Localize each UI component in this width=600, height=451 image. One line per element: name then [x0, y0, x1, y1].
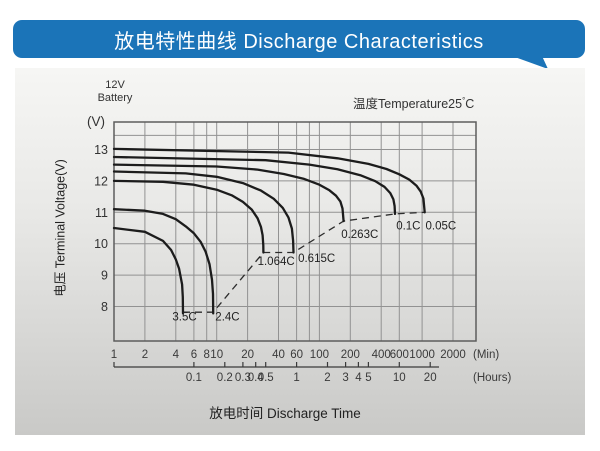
- battery-type-label: 12V Battery: [89, 79, 141, 105]
- hour-tick-label: 3: [342, 372, 348, 384]
- degree-symbol: °: [462, 95, 466, 105]
- hour-tick-label: 2: [324, 372, 330, 384]
- x-tick-label-min: 2: [142, 349, 148, 361]
- battery-type-line1: 12V: [105, 79, 125, 91]
- chart-panel: 12V Battery 温度Temperature25°C (V) 电压 Ter…: [15, 68, 585, 435]
- hour-tick-label: 0.3: [235, 372, 251, 384]
- x-tick-label-min: 8: [203, 349, 209, 361]
- x-tick-label-min: 20: [241, 349, 254, 361]
- discharge-curve-0.263C: [112, 163, 345, 223]
- x-tick-label-min: 100: [310, 349, 329, 361]
- x-tick-label-min: 6: [191, 349, 197, 361]
- x-tick-label-min: 1: [111, 349, 117, 361]
- curve-label-0.05C: 0.05C: [426, 221, 457, 233]
- y-tick-label: 9: [101, 269, 108, 283]
- hours-unit-label: (Hours): [473, 372, 512, 384]
- x-tick-label-min: 2000: [440, 349, 466, 361]
- page-title: 放电特性曲线 Discharge Characteristics: [114, 30, 484, 53]
- curve-label-0.263C: 0.263C: [341, 229, 378, 241]
- banner-tail: [512, 56, 548, 69]
- curve-label-0.615C: 0.615C: [298, 253, 335, 265]
- header-banner: 放电特性曲线 Discharge Characteristics: [13, 20, 585, 58]
- y-tick-label: 10: [94, 237, 108, 251]
- x-axis-title: 放电时间 Discharge Time: [209, 406, 361, 421]
- x-tick-label-min: 60: [290, 349, 303, 361]
- battery-type-line2: Battery: [97, 92, 133, 104]
- banner-tail-shape: [512, 56, 548, 69]
- discharge-curve-3.5C: [112, 226, 185, 315]
- voltage-unit-label: (V): [87, 114, 105, 129]
- curve-label-3.5C: 3.5C: [172, 312, 196, 324]
- x-tick-label-min: 600: [390, 349, 409, 361]
- curve-label-2.4C: 2.4C: [215, 312, 239, 324]
- y-tick-label: 8: [101, 300, 108, 314]
- x-tick-label-min: 4: [173, 349, 180, 361]
- hour-tick-label: 20: [424, 372, 437, 384]
- hour-tick-label: 5: [365, 372, 371, 384]
- curve-label-1.064C: 1.064C: [258, 256, 295, 268]
- discharge-curve-0.1C: [112, 155, 397, 216]
- plot-border: [113, 121, 477, 342]
- discharge-curve-0.05C: [112, 147, 426, 214]
- x-tick-label-min: 1000: [409, 349, 435, 361]
- x-tick-label-min: 200: [341, 349, 360, 361]
- discharge-curve-2.4C: [112, 208, 215, 315]
- y-tick-label: 11: [95, 206, 108, 220]
- hour-tick-label: 1: [293, 372, 299, 384]
- hour-tick-label: 10: [393, 372, 406, 384]
- discharge-curve-1.064C: [112, 179, 265, 254]
- temperature-label: 温度Temperature25°C: [353, 95, 475, 111]
- hour-tick-label: 0.4: [248, 372, 265, 384]
- y-tick-label: 13: [94, 143, 108, 157]
- hour-tick-label: 0.1: [186, 372, 202, 384]
- y-tick-label: 12: [94, 174, 108, 188]
- x-tick-label-min: 400: [372, 349, 391, 361]
- x-tick-label-min: 40: [272, 349, 285, 361]
- x-tick-label-min: 10: [210, 349, 223, 361]
- curve-label-0.1C: 0.1C: [396, 221, 420, 233]
- min-unit-label: (Min): [473, 349, 499, 361]
- hour-tick-label: 0.5: [258, 372, 274, 384]
- hour-tick-label: 4: [355, 372, 362, 384]
- hour-tick-label: 0.2: [217, 372, 233, 384]
- discharge-curve-0.615C: [112, 170, 295, 254]
